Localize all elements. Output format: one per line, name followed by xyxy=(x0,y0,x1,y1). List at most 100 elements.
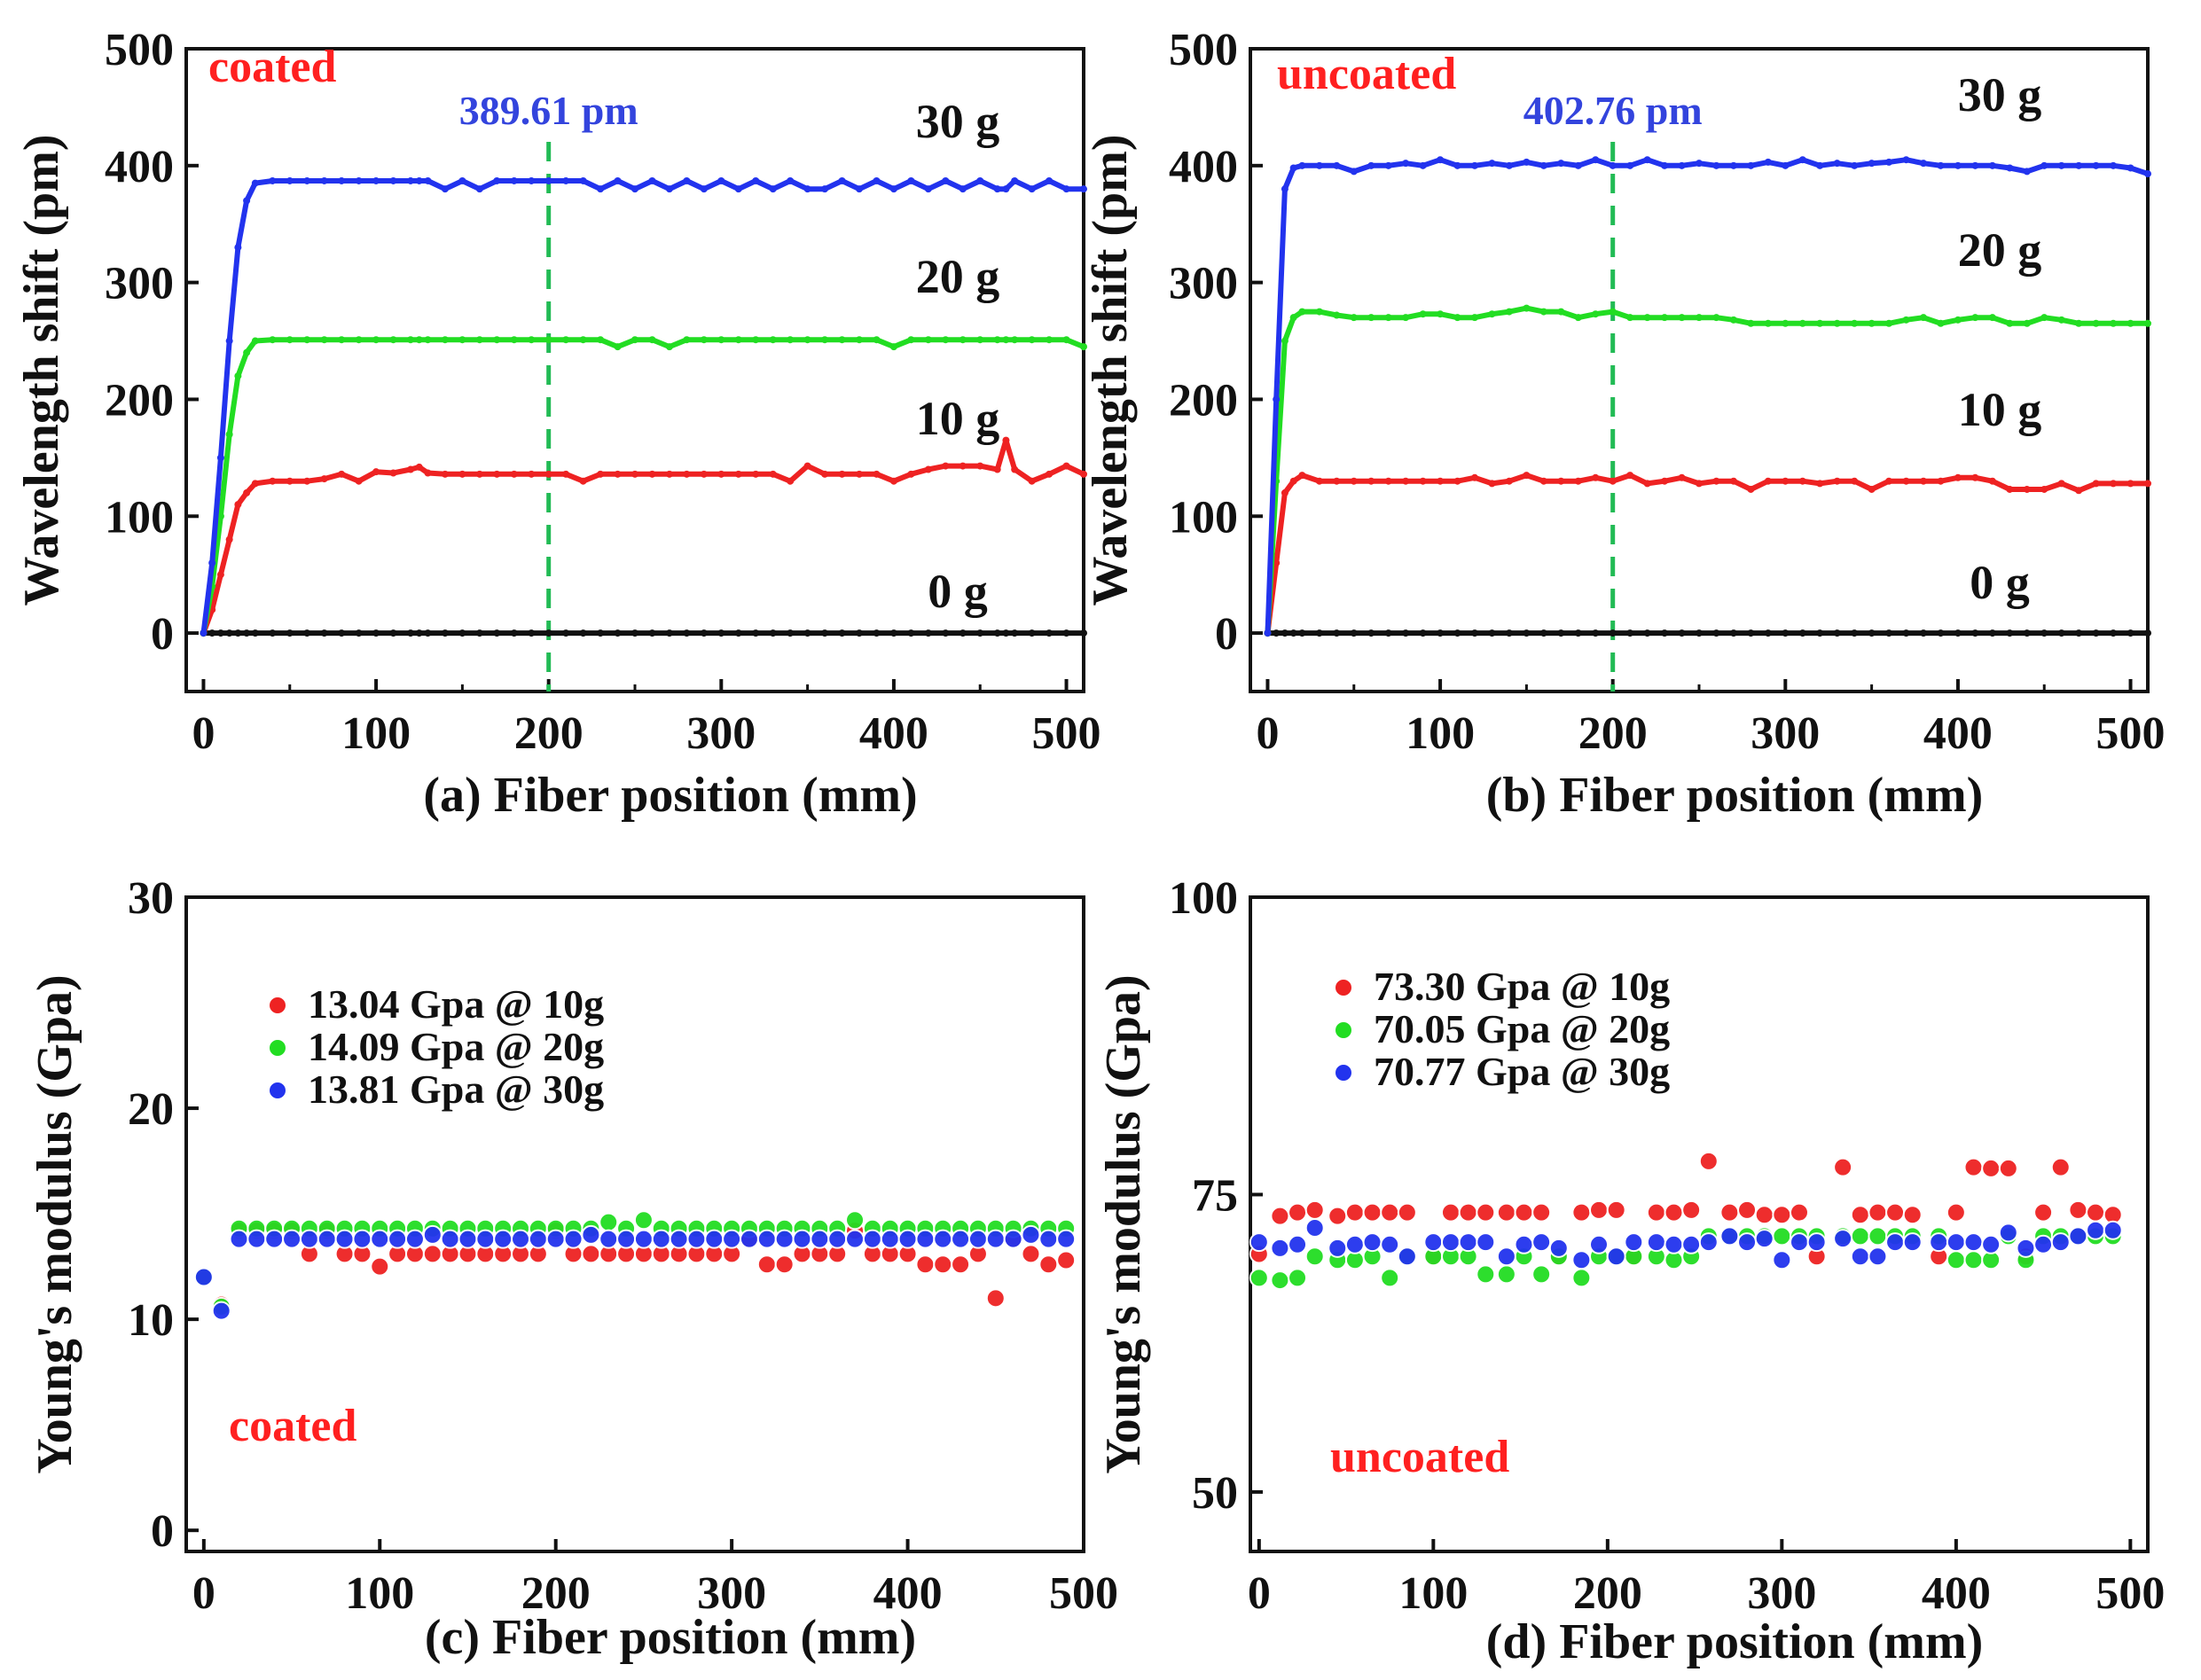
data-point xyxy=(2075,161,2083,169)
data-point xyxy=(683,336,691,344)
series-line-10g xyxy=(1265,473,2148,634)
data-point xyxy=(1954,629,1962,637)
data-point xyxy=(1419,629,1427,637)
data-point xyxy=(769,470,777,478)
data-point-10g xyxy=(1496,1202,1516,1223)
data-point xyxy=(544,336,552,344)
data-point-30g xyxy=(1249,1232,1269,1253)
data-point xyxy=(1367,477,1375,485)
data-point xyxy=(441,336,449,344)
data-point xyxy=(2057,480,2065,488)
data-point-30g xyxy=(1902,1232,1923,1253)
data-point xyxy=(1453,629,1461,637)
data-point xyxy=(528,470,536,478)
data-point xyxy=(1643,314,1651,322)
data-point xyxy=(458,336,466,344)
data-point xyxy=(1315,629,1323,637)
data-point xyxy=(1315,161,1323,169)
data-point-20g xyxy=(1249,1268,1269,1288)
data-point xyxy=(243,629,251,637)
data-point xyxy=(2040,485,2048,493)
data-point xyxy=(769,629,777,637)
data-point xyxy=(1298,308,1306,316)
data-point xyxy=(665,470,673,478)
data-point xyxy=(510,336,518,344)
data-point xyxy=(1367,161,1375,169)
data-point xyxy=(1505,477,1513,485)
data-point xyxy=(1523,158,1531,166)
data-point xyxy=(1902,316,1910,324)
data-point xyxy=(1384,314,1392,322)
data-point xyxy=(1289,629,1297,637)
data-point-30g xyxy=(1304,1218,1325,1239)
data-point-30g xyxy=(1998,1223,2018,1243)
data-point xyxy=(2144,319,2151,327)
data-point-10g xyxy=(1902,1205,1923,1225)
data-point-20g xyxy=(1850,1226,1870,1246)
data-point-30g xyxy=(1423,1232,1444,1253)
data-point xyxy=(1298,161,1306,169)
x-axis-title: Fiber position (mm) xyxy=(494,768,918,823)
data-point xyxy=(2092,319,2100,327)
data-point xyxy=(1782,477,1790,485)
x-axis-label: (d) Fiber position (mm) xyxy=(1486,1614,1984,1669)
data-point-30g xyxy=(1772,1250,1792,1270)
x-tick-label: 100 xyxy=(1398,1568,1468,1619)
data-point xyxy=(1678,161,1686,169)
y-tick-label: 200 xyxy=(105,375,174,426)
data-point-30g xyxy=(1624,1232,1644,1253)
data-point xyxy=(269,629,277,637)
x-tick-label: 200 xyxy=(514,708,584,759)
data-point-30g xyxy=(282,1229,302,1249)
data-point xyxy=(1488,310,1496,318)
data-point xyxy=(338,336,346,344)
data-point xyxy=(1574,477,1582,485)
panel-c: 0 100 200 300 400 500 0 10 20 30 (c) Fiber positio… xyxy=(27,873,1118,1665)
data-point-30g xyxy=(370,1229,390,1249)
data-point-30g xyxy=(1833,1229,1853,1249)
data-point xyxy=(1678,473,1686,481)
data-point xyxy=(1289,314,1297,322)
plot-frame xyxy=(184,895,1085,1553)
data-point xyxy=(225,337,233,345)
data-point-30g xyxy=(1946,1232,1966,1253)
data-point xyxy=(415,336,423,344)
data-point-30g xyxy=(334,1229,355,1249)
data-point-30g xyxy=(2016,1238,2036,1258)
panel-label: (b) xyxy=(1486,768,1559,823)
data-point xyxy=(424,336,432,344)
data-point xyxy=(1298,472,1306,480)
data-point xyxy=(1954,316,1962,324)
data-point xyxy=(2075,629,2083,637)
data-point xyxy=(355,629,363,637)
data-point xyxy=(1954,473,1962,481)
data-point xyxy=(389,629,397,637)
data-point-30g xyxy=(669,1229,689,1249)
data-point xyxy=(597,336,605,344)
panel-b: 0 100 200 300 400 500 0 100 200 300 400 500 (b) Fibe… xyxy=(1083,25,2166,823)
data-point xyxy=(243,488,251,496)
data-point-30g xyxy=(1681,1234,1702,1254)
data-point-10g xyxy=(2050,1157,2071,1177)
data-point-30g xyxy=(440,1229,460,1249)
data-point xyxy=(821,629,829,637)
x-axis-label: (c) Fiber position (mm) xyxy=(425,1610,916,1665)
legend-marker xyxy=(268,1081,287,1100)
data-point xyxy=(907,176,915,184)
data-point-30g xyxy=(299,1229,319,1249)
data-point xyxy=(2144,480,2151,488)
data-point xyxy=(234,244,242,252)
data-point xyxy=(1080,629,1087,637)
condition-tag: uncoated xyxy=(1330,1432,1509,1482)
data-point xyxy=(803,629,811,637)
data-point xyxy=(1419,477,1427,485)
data-point xyxy=(734,185,742,193)
data-point xyxy=(734,470,742,478)
data-point xyxy=(441,629,449,637)
data-point xyxy=(1747,629,1755,637)
data-point xyxy=(1557,308,1565,316)
data-point xyxy=(1471,629,1478,637)
data-point xyxy=(243,348,251,356)
data-point xyxy=(562,176,570,184)
